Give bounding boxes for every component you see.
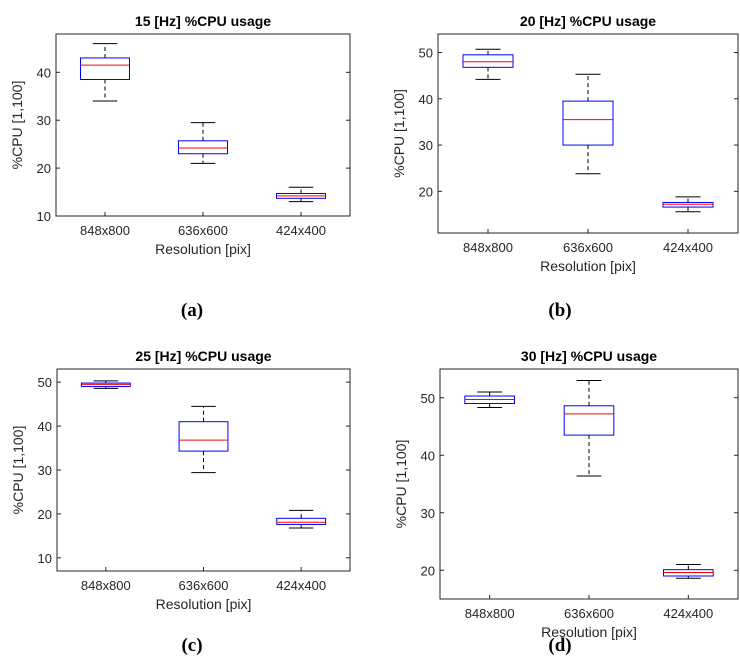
box-424x400	[276, 186, 326, 203]
box-636x600	[563, 380, 615, 477]
plot-area	[437, 33, 739, 234]
y-tick-label: 50	[421, 391, 435, 406]
iqr-box	[563, 405, 615, 436]
iqr-box	[462, 54, 514, 68]
y-tick-label: 20	[419, 184, 433, 199]
chart-panel-b: 20 30 40 50 848x800 636x600 424x400 20 [Hz] %CP…	[370, 0, 740, 335]
x-axis-label: Resolution [pix]	[155, 241, 251, 257]
boxplot-b: 20 30 40 50 848x800 636x600 424x400 20 [Hz] %CP…	[391, 13, 739, 274]
x-axis-label: Resolution [pix]	[541, 624, 637, 640]
iqr-box	[562, 100, 614, 146]
y-axis-label: %CPU [1,100]	[393, 440, 409, 529]
panel-caption-b: (b)	[548, 300, 572, 321]
y-axis-label: %CPU [1,100]	[10, 426, 26, 515]
box-424x400	[276, 509, 327, 529]
y-tick-label: 20	[38, 507, 52, 522]
panel-caption-d: (d)	[548, 635, 572, 656]
y-tick-label: 40	[421, 448, 435, 463]
y-tick-label: 50	[419, 46, 433, 61]
box-636x600	[178, 405, 229, 474]
box-636x600	[562, 73, 614, 175]
y-tick-label: 50	[38, 375, 52, 390]
y-axis-label: %CPU [1,100]	[9, 81, 25, 170]
y-axis-label: %CPU [1,100]	[391, 89, 407, 178]
y-tick-label: 30	[38, 463, 52, 478]
x-tick-label: 636x600	[564, 606, 614, 621]
chart-panel-a: 10 20 30 40 848x800 636x600 424x400 15 [Hz] %CP…	[0, 0, 370, 335]
box-424x400	[663, 564, 714, 579]
chart-panel-d: 20 30 40 50 848x800 636x600 424x400 30 [Hz] %CP…	[370, 335, 740, 670]
y-tick-label: 40	[419, 92, 433, 107]
chart-title: 25 [Hz] %CPU usage	[135, 348, 271, 364]
iqr-box	[178, 421, 229, 452]
x-tick-label: 636x600	[178, 223, 228, 238]
x-tick-label: 848x800	[81, 578, 131, 593]
boxplot-a: 10 20 30 40 848x800 636x600 424x400 15 [Hz] %CP…	[9, 13, 351, 257]
x-tick-label: 636x600	[179, 578, 229, 593]
chart-panel-c: 10 20 30 40 50 848x800 636x600 424x400 25 [Hz] %…	[0, 335, 370, 670]
x-tick-label: 848x800	[465, 606, 515, 621]
x-tick-label: 848x800	[463, 240, 513, 255]
iqr-box	[80, 57, 130, 80]
box-636x600	[178, 122, 228, 164]
y-tick-label: 10	[37, 209, 51, 224]
box-848x800	[80, 380, 131, 389]
box-848x800	[80, 43, 130, 102]
y-tick-label: 10	[38, 551, 52, 566]
y-tick-label: 30	[37, 113, 51, 128]
y-tick-label: 30	[419, 138, 433, 153]
x-axis-label: Resolution [pix]	[540, 258, 636, 274]
iqr-box	[276, 517, 327, 525]
box-424x400	[662, 196, 714, 213]
chart-title: 30 [Hz] %CPU usage	[521, 348, 657, 364]
boxplot-c: 10 20 30 40 50 848x800 636x600 424x400 25 [Hz] %…	[10, 348, 351, 612]
iqr-box	[178, 140, 228, 155]
panel-caption-c: (c)	[181, 635, 203, 656]
plot-area	[56, 368, 351, 572]
y-tick-label: 20	[37, 161, 51, 176]
x-tick-label: 424x400	[276, 223, 326, 238]
x-tick-label: 848x800	[80, 223, 130, 238]
panel-caption-a: (a)	[180, 300, 204, 321]
boxplot-d: 20 30 40 50 848x800 636x600 424x400 30 [Hz] %CP…	[393, 348, 739, 640]
box-848x800	[462, 48, 514, 80]
y-tick-label: 40	[37, 65, 51, 80]
chart-title: 15 [Hz] %CPU usage	[135, 13, 271, 29]
x-tick-label: 424x400	[276, 578, 326, 593]
y-tick-label: 30	[421, 506, 435, 521]
chart-title: 20 [Hz] %CPU usage	[520, 13, 656, 29]
x-tick-label: 424x400	[663, 606, 713, 621]
x-tick-label: 424x400	[663, 240, 713, 255]
x-tick-label: 636x600	[563, 240, 613, 255]
y-tick-label: 20	[421, 563, 435, 578]
box-848x800	[464, 391, 516, 409]
x-axis-label: Resolution [pix]	[156, 596, 252, 612]
y-tick-label: 40	[38, 419, 52, 434]
